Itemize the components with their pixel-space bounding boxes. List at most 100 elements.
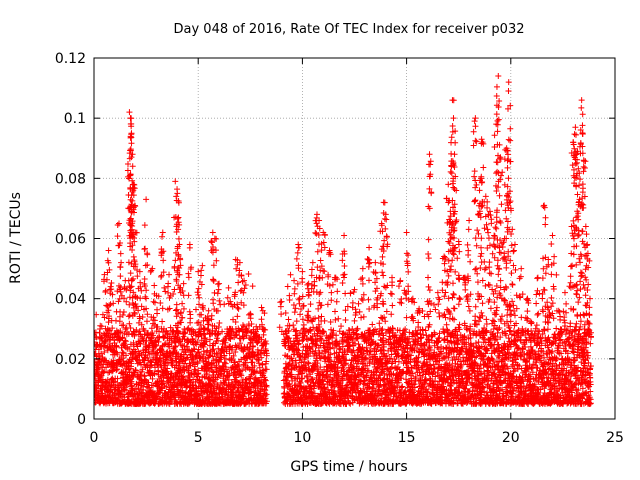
- data-point: [251, 362, 258, 369]
- data-point: [150, 332, 157, 339]
- data-point: [109, 368, 116, 375]
- data-point: [399, 383, 406, 390]
- data-point: [226, 383, 233, 390]
- data-point: [285, 316, 292, 323]
- data-point: [234, 304, 241, 311]
- data-point: [233, 374, 240, 381]
- data-point: [237, 340, 244, 347]
- data-point: [192, 306, 199, 313]
- data-point: [172, 339, 179, 346]
- data-point: [449, 294, 456, 301]
- data-point: [232, 349, 239, 356]
- data-point: [475, 339, 482, 346]
- data-point: [183, 355, 190, 362]
- data-point: [184, 354, 191, 361]
- data-point: [106, 313, 113, 320]
- data-point: [489, 317, 496, 324]
- data-point: [225, 376, 232, 383]
- data-point: [296, 329, 303, 336]
- data-point: [259, 361, 266, 368]
- data-point: [227, 298, 234, 305]
- data-point: [295, 296, 302, 303]
- data-point: [263, 340, 270, 347]
- data-point: [229, 380, 236, 387]
- data-point: [225, 284, 232, 291]
- data-point: [472, 313, 479, 320]
- data-point: [164, 365, 171, 372]
- data-point: [138, 321, 145, 328]
- data-point: [101, 368, 108, 375]
- data-point: [306, 327, 313, 334]
- data-point: [451, 316, 458, 323]
- data-point: [301, 332, 308, 339]
- data-point: [258, 354, 265, 361]
- data-point: [204, 371, 211, 378]
- data-point: [298, 370, 305, 377]
- data-point: [235, 363, 242, 370]
- data-point: [263, 366, 270, 373]
- data-point: [107, 346, 114, 353]
- data-point: [376, 320, 383, 327]
- data-point: [262, 387, 269, 394]
- data-point: [250, 342, 257, 349]
- data-point: [156, 328, 163, 335]
- data-point: [138, 368, 145, 375]
- data-point: [108, 280, 115, 287]
- data-point: [143, 318, 150, 325]
- data-point: [221, 381, 228, 388]
- data-point: [211, 380, 218, 387]
- data-point: [233, 331, 240, 338]
- data-point: [153, 342, 160, 349]
- data-point: [262, 326, 269, 333]
- data-point: [219, 384, 226, 391]
- data-point: [263, 391, 270, 398]
- data-point: [143, 305, 150, 312]
- data-point: [299, 375, 306, 382]
- data-point: [157, 300, 164, 307]
- data-point: [347, 290, 354, 297]
- data-point: [288, 365, 295, 372]
- data-point: [304, 359, 311, 366]
- data-point: [203, 338, 210, 345]
- data-point: [307, 327, 314, 334]
- data-point: [262, 377, 269, 384]
- data-point: [132, 367, 139, 374]
- data-point: [295, 347, 302, 354]
- data-point: [163, 368, 170, 375]
- data-point: [242, 359, 249, 366]
- data-point: [206, 336, 213, 343]
- data-point: [263, 352, 270, 359]
- data-point: [329, 281, 336, 288]
- data-point: [335, 315, 342, 322]
- data-point: [238, 372, 245, 379]
- data-point: [194, 360, 201, 367]
- data-point: [146, 368, 153, 375]
- data-point: [258, 304, 265, 311]
- data-point: [286, 296, 293, 303]
- data-point: [295, 371, 302, 378]
- data-point: [202, 355, 209, 362]
- data-point: [219, 328, 226, 335]
- data-point: [141, 396, 148, 403]
- data-point: [282, 309, 289, 316]
- data-point: [305, 377, 312, 384]
- data-point: [183, 343, 190, 350]
- chart-title: Day 048 of 2016, Rate Of TEC Index for r…: [174, 22, 525, 37]
- data-point: [201, 341, 208, 348]
- data-point: [172, 342, 179, 349]
- data-point: [372, 288, 379, 295]
- data-point: [216, 319, 223, 326]
- data-point: [284, 283, 291, 290]
- data-point: [208, 394, 215, 401]
- data-point: [105, 369, 112, 376]
- data-point: [200, 330, 207, 337]
- data-point: [184, 346, 191, 353]
- data-point: [369, 321, 376, 328]
- data-point: [98, 387, 105, 394]
- data-point: [304, 378, 311, 385]
- data-point: [251, 353, 258, 360]
- data-point: [365, 296, 372, 303]
- data-point: [138, 361, 145, 368]
- data-point: [400, 327, 407, 334]
- data-point: [298, 375, 305, 382]
